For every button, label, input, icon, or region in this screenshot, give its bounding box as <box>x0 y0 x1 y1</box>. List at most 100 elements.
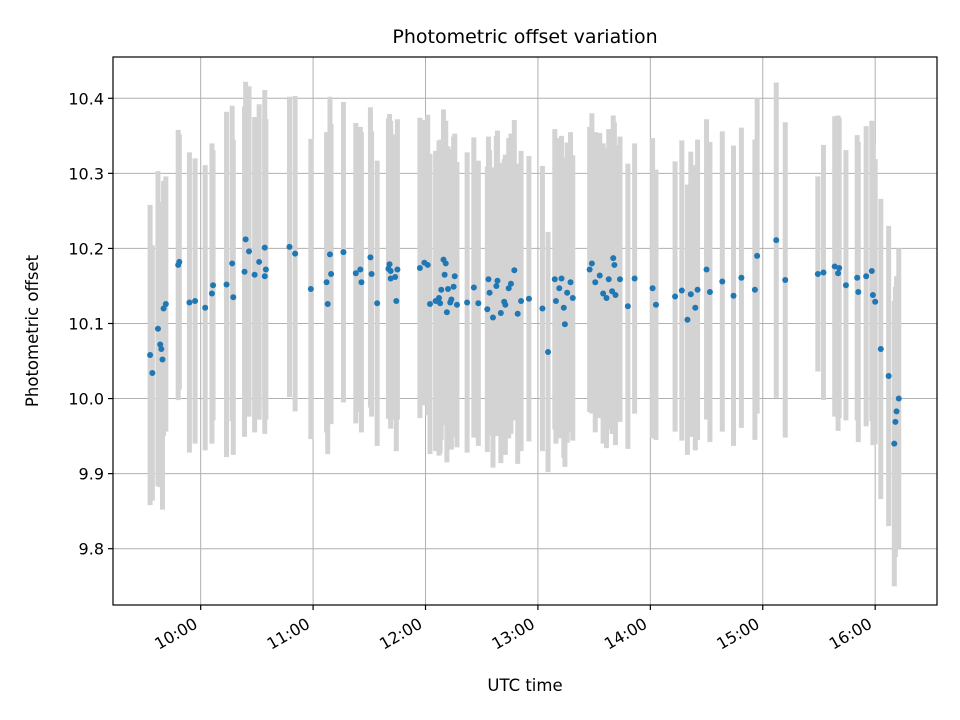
data-point <box>223 281 230 288</box>
y-tick-label: 10.3 <box>68 164 104 183</box>
data-point <box>610 255 617 262</box>
data-point <box>202 304 209 311</box>
data-point <box>868 267 875 274</box>
data-point <box>556 285 563 292</box>
data-point <box>159 356 166 363</box>
data-point <box>612 291 619 298</box>
data-point <box>451 273 458 280</box>
data-point <box>586 266 593 273</box>
data-point <box>545 349 552 356</box>
data-point <box>158 346 165 353</box>
data-point <box>502 301 509 308</box>
data-point <box>561 321 568 328</box>
data-point <box>494 277 501 284</box>
data-point <box>292 250 299 257</box>
data-point <box>611 261 618 268</box>
data-point <box>324 300 331 307</box>
data-point <box>328 270 335 277</box>
data-point <box>687 291 694 298</box>
data-point <box>286 243 293 250</box>
data-point <box>842 282 849 289</box>
data-point <box>416 264 423 271</box>
data-point <box>672 293 679 300</box>
data-point <box>437 300 444 307</box>
data-point <box>256 258 263 265</box>
data-point <box>485 276 492 283</box>
data-point <box>484 306 491 313</box>
y-tick-label: 9.8 <box>79 540 104 559</box>
data-point <box>448 296 455 303</box>
data-point <box>210 282 217 289</box>
data-point <box>438 286 445 293</box>
data-point <box>352 270 359 277</box>
data-point <box>242 236 249 243</box>
data-point <box>444 285 451 292</box>
data-point <box>368 270 375 277</box>
data-point <box>596 272 603 279</box>
data-point <box>872 298 879 305</box>
data-point <box>392 273 399 280</box>
data-point <box>246 248 253 255</box>
data-point <box>505 285 512 292</box>
data-point <box>551 276 558 283</box>
data-point <box>692 304 699 311</box>
data-point <box>678 287 685 294</box>
data-point <box>892 418 899 425</box>
data-point <box>176 258 183 265</box>
data-point <box>855 288 862 295</box>
data-point <box>694 286 701 293</box>
data-point <box>497 309 504 316</box>
data-point <box>863 273 870 280</box>
data-point <box>489 314 496 321</box>
data-point <box>511 267 518 274</box>
data-point <box>649 285 656 292</box>
data-point <box>603 294 610 301</box>
data-point <box>854 274 861 281</box>
data-point <box>569 294 576 301</box>
chart-title: Photometric offset variation <box>392 26 657 48</box>
y-tick-label: 9.9 <box>79 465 104 484</box>
data-point <box>160 305 167 312</box>
data-point <box>493 282 500 289</box>
data-point <box>358 279 365 286</box>
y-axis-label: Photometric offset <box>23 254 42 407</box>
y-tick-label: 10.4 <box>68 89 104 108</box>
data-point <box>895 395 902 402</box>
data-point <box>751 286 758 293</box>
data-point <box>157 341 164 348</box>
data-point <box>518 297 525 304</box>
data-point <box>261 273 268 280</box>
data-point <box>367 254 374 261</box>
data-point <box>241 268 248 275</box>
data-point <box>885 373 892 380</box>
data-point <box>229 260 236 267</box>
data-point <box>592 279 599 286</box>
data-point <box>251 271 258 278</box>
y-tick-label: 10.2 <box>68 239 104 258</box>
data-point <box>470 284 477 291</box>
data-point <box>326 251 333 258</box>
data-point <box>605 276 612 283</box>
data-point <box>820 269 827 276</box>
data-point <box>443 309 450 316</box>
data-point <box>730 292 737 299</box>
data-point <box>754 252 761 259</box>
data-point <box>261 244 268 251</box>
data-point <box>893 408 900 415</box>
data-point <box>616 276 623 283</box>
data-point <box>588 260 595 267</box>
data-point <box>877 346 884 353</box>
data-point <box>514 310 521 317</box>
data-point <box>262 266 269 273</box>
y-tick-label: 10.1 <box>68 314 104 333</box>
data-point <box>453 301 460 308</box>
data-point <box>703 266 710 273</box>
data-point <box>147 352 154 359</box>
data-point <box>442 260 449 267</box>
data-point <box>624 303 631 310</box>
data-point <box>323 279 330 286</box>
data-point <box>652 301 659 308</box>
data-point <box>427 300 434 307</box>
